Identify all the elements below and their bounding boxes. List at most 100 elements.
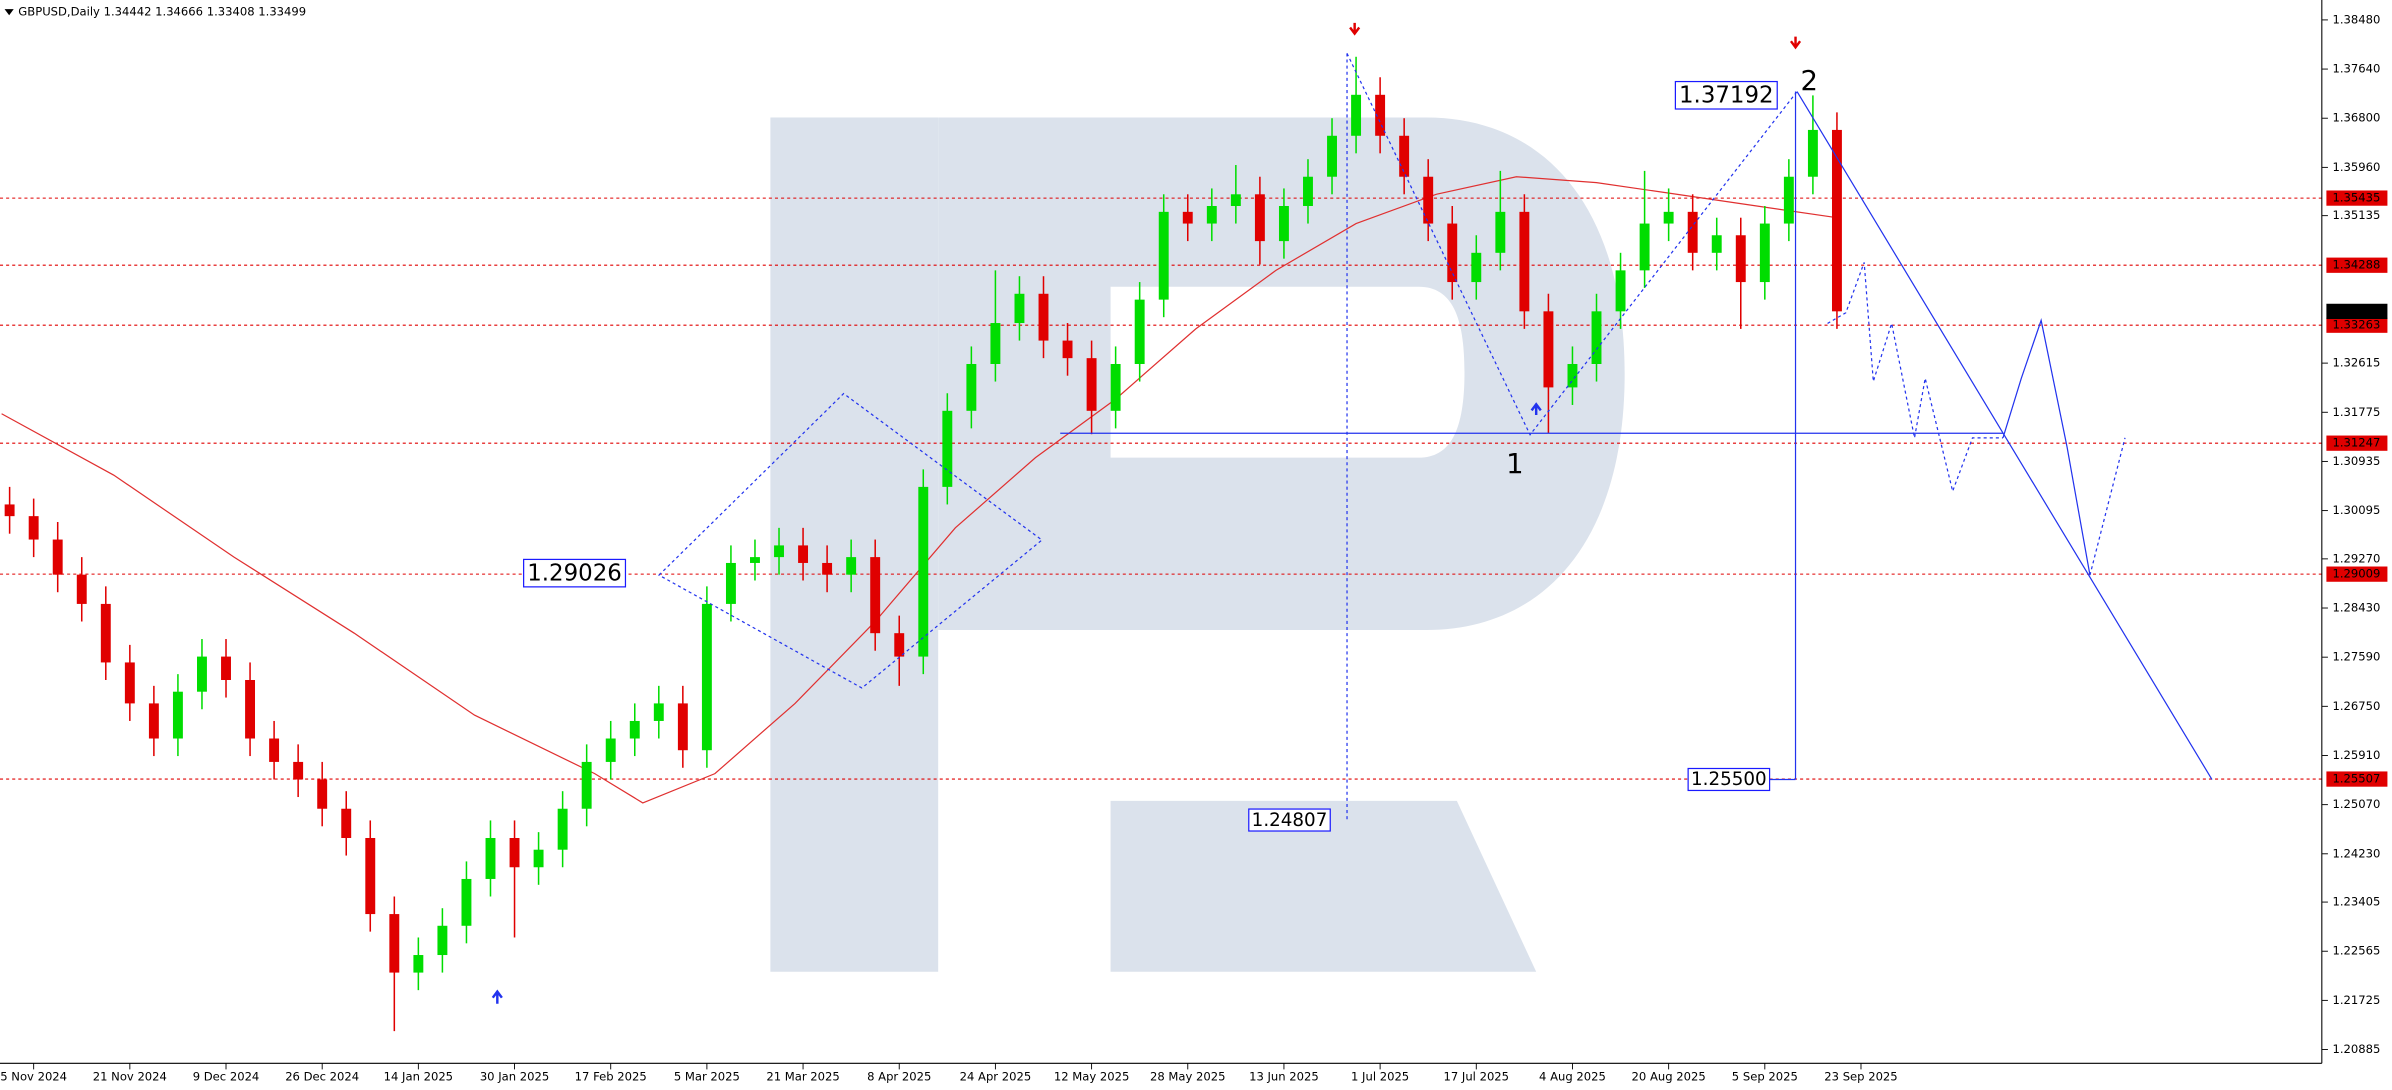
symbol-menu-icon bbox=[4, 9, 14, 16]
candle-body bbox=[1759, 223, 1770, 283]
candle-body bbox=[197, 656, 207, 692]
candle-body bbox=[124, 662, 135, 704]
candle-body bbox=[1038, 293, 1049, 341]
x-tick-label: 17 Feb 2025 bbox=[575, 1070, 647, 1084]
level-label-bg bbox=[2326, 317, 2388, 333]
forecast-rectangle bbox=[658, 392, 1043, 689]
level-label: 1.34288 bbox=[2333, 258, 2381, 272]
watermark-leg bbox=[1110, 800, 1537, 972]
candle-body bbox=[1327, 135, 1337, 177]
candle-body bbox=[1423, 176, 1434, 224]
candle-body bbox=[750, 557, 760, 563]
y-tick-label: 1.32615 bbox=[2333, 356, 2381, 370]
chart-title: GBPUSD,Daily 1.34442 1.34666 1.33408 1.3… bbox=[18, 5, 306, 19]
price-box-label: 1.24807 bbox=[1252, 810, 1328, 831]
candle-body bbox=[52, 539, 63, 575]
candle-body bbox=[509, 837, 520, 868]
x-tick-label: 5 Nov 2024 bbox=[0, 1070, 67, 1084]
candle-body bbox=[341, 808, 352, 838]
price-box bbox=[523, 558, 627, 588]
y-tick-label: 1.29270 bbox=[2333, 551, 2381, 565]
y-tick-label: 1.36800 bbox=[2333, 111, 2381, 125]
level-label-bg bbox=[2326, 190, 2388, 206]
x-tick-label: 21 Mar 2025 bbox=[766, 1070, 839, 1084]
candle-body bbox=[1062, 340, 1073, 359]
trend-line bbox=[1796, 91, 2213, 780]
candle-body bbox=[1399, 135, 1410, 177]
forecast-path bbox=[2002, 318, 2091, 576]
price-box bbox=[1674, 80, 1778, 110]
candle-body bbox=[413, 955, 424, 973]
candle-body bbox=[293, 761, 304, 780]
candle-body bbox=[701, 603, 712, 751]
level-label: 1.33263 bbox=[2333, 318, 2381, 332]
x-tick-label: 24 Apr 2025 bbox=[960, 1070, 1032, 1084]
candle-body bbox=[1495, 211, 1506, 253]
candle-body bbox=[918, 486, 929, 657]
candle-body bbox=[221, 656, 231, 680]
x-tick-label: 12 May 2025 bbox=[1054, 1070, 1130, 1084]
price-box bbox=[1687, 767, 1771, 792]
x-tick-label: 26 Dec 2024 bbox=[285, 1070, 359, 1084]
candle-body bbox=[1086, 358, 1097, 411]
x-tick-label: 14 Jan 2025 bbox=[384, 1070, 453, 1084]
candle-body bbox=[1206, 205, 1217, 224]
forecast-path-short bbox=[1827, 262, 2003, 494]
down-arrows bbox=[1349, 22, 1802, 50]
candle-body bbox=[822, 562, 833, 575]
candle-body bbox=[1014, 293, 1025, 324]
level-label: 1.31247 bbox=[2333, 436, 2381, 450]
y-tick-label: 1.26750 bbox=[2333, 699, 2381, 713]
candle-body bbox=[1639, 223, 1650, 271]
candle-body bbox=[28, 516, 39, 540]
candle-body bbox=[1591, 311, 1602, 364]
candle-body bbox=[1158, 211, 1169, 300]
candle-body bbox=[1471, 252, 1482, 283]
candle-body bbox=[148, 703, 159, 739]
candle-body bbox=[1831, 129, 1842, 312]
wave-label: 2 bbox=[1801, 66, 1818, 97]
x-tick-label: 13 Jun 2025 bbox=[1249, 1070, 1319, 1084]
drawings: 1.29026 1.37192 1.25500 1.24807 1 2 bbox=[491, 22, 2213, 1004]
y-tick-label: 1.37640 bbox=[2333, 62, 2381, 76]
plot bbox=[0, 56, 2322, 1032]
moving-average bbox=[1, 176, 1838, 804]
x-tick-label: 1 Jul 2025 bbox=[1351, 1070, 1409, 1084]
y-tick-label: 1.20885 bbox=[2333, 1042, 2381, 1056]
candle-body bbox=[653, 703, 664, 721]
candle-body bbox=[966, 363, 977, 411]
watermark-bowl bbox=[938, 117, 1625, 631]
candle-body bbox=[798, 545, 809, 563]
candle-body bbox=[389, 914, 400, 973]
x-tick-label: 17 Jul 2025 bbox=[1444, 1070, 1510, 1084]
y-tick-label: 1.35960 bbox=[2333, 160, 2381, 174]
candle-body bbox=[269, 738, 280, 762]
y-tick-label: 1.31775 bbox=[2333, 405, 2381, 419]
last-price-bg bbox=[2326, 303, 2388, 320]
target-line bbox=[1769, 91, 1797, 781]
candle-body bbox=[1182, 211, 1193, 224]
candle-body bbox=[1278, 205, 1289, 242]
candle-body bbox=[942, 410, 953, 487]
y-tick-label: 1.30935 bbox=[2333, 454, 2381, 468]
candle-body bbox=[774, 545, 784, 558]
x-tick-label: 21 Nov 2024 bbox=[93, 1070, 167, 1084]
x-tick-label: 8 Apr 2025 bbox=[867, 1070, 931, 1084]
candle-body bbox=[4, 504, 15, 517]
candle-body bbox=[1134, 299, 1145, 364]
candle-body bbox=[605, 738, 616, 762]
price-box-label: 1.29026 bbox=[527, 560, 622, 586]
y-tick-label: 1.30095 bbox=[2333, 503, 2381, 517]
candle-body bbox=[1375, 94, 1386, 136]
candle-body bbox=[1110, 363, 1121, 411]
candle-body bbox=[1230, 194, 1241, 206]
candle-body bbox=[245, 679, 256, 739]
wave-label: 1 bbox=[1506, 449, 1523, 480]
x-tick-label: 30 Jan 2025 bbox=[480, 1070, 549, 1084]
candle-body bbox=[1615, 270, 1626, 312]
candle-body bbox=[1687, 211, 1698, 253]
candle-body bbox=[1254, 194, 1265, 242]
level-label: 1.25507 bbox=[2333, 772, 2381, 786]
